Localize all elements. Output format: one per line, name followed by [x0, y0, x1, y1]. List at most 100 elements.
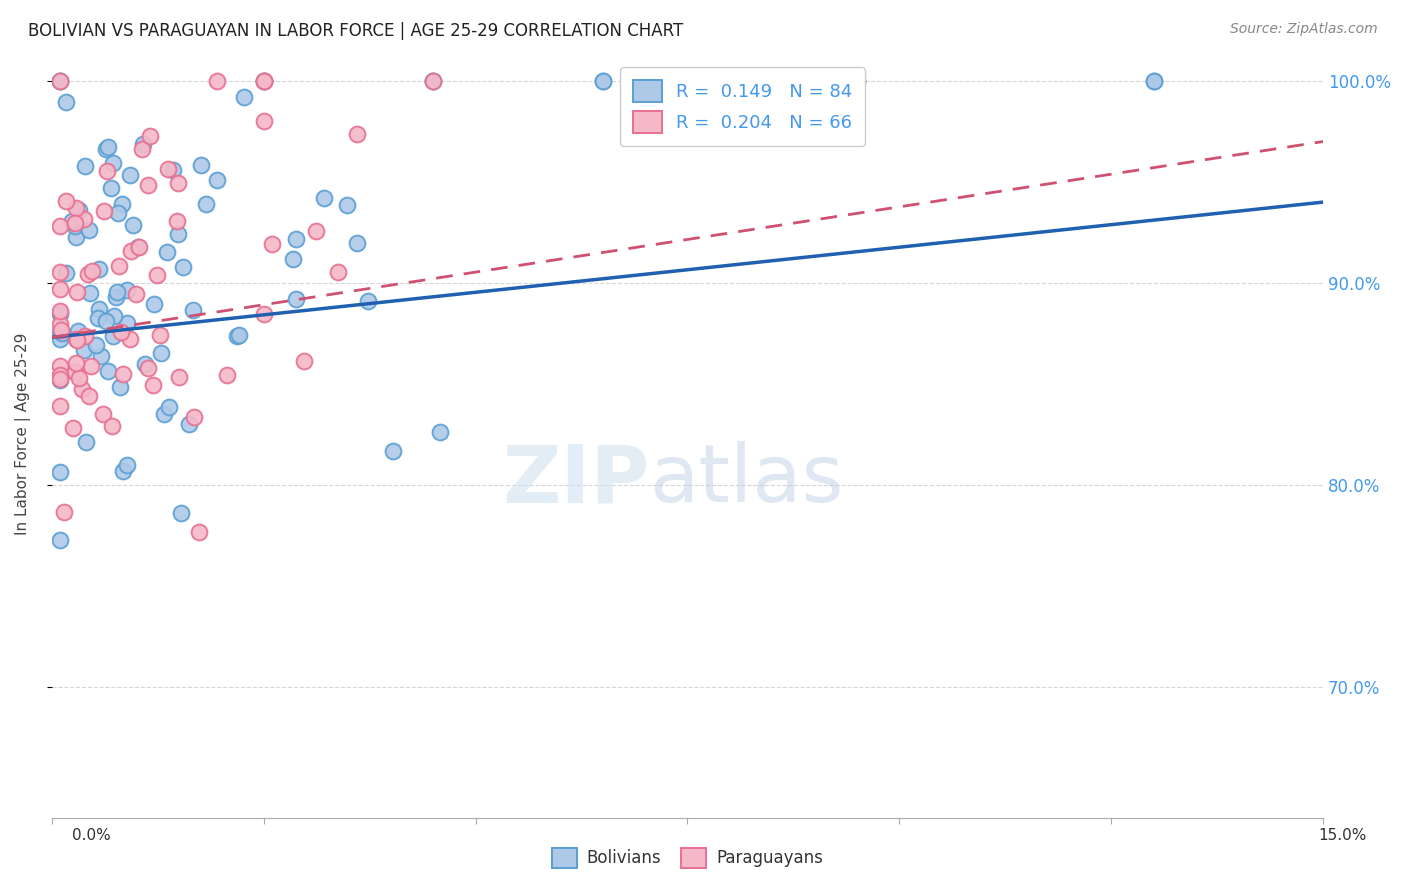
Point [142, 378, 165, 392]
Point [49, 318, 72, 332]
Point [252, 114, 274, 128]
Point [169, 369, 191, 384]
Point [49, 304, 72, 318]
Point [97, 364, 120, 378]
Text: 0.0%: 0.0% [72, 828, 111, 843]
Point [346, 235, 368, 250]
Point [157, 401, 180, 415]
Point [149, 345, 172, 359]
Text: ZIP: ZIP [502, 442, 650, 519]
Point [55, 194, 77, 208]
Point [217, 368, 239, 382]
Point [138, 361, 160, 376]
Point [49, 74, 72, 88]
Point [253, 307, 276, 321]
Point [131, 142, 153, 156]
Point [846, 74, 869, 88]
Point [156, 245, 179, 260]
Point [157, 162, 180, 177]
Point [75, 329, 97, 343]
Point [49, 219, 72, 234]
Point [143, 297, 166, 311]
Point [67, 202, 90, 217]
Point [51, 326, 73, 341]
Point [97, 140, 120, 154]
Text: 15.0%: 15.0% [1319, 828, 1367, 843]
Point [312, 191, 335, 205]
Point [87, 311, 110, 326]
Point [357, 294, 380, 309]
Point [100, 181, 122, 195]
Point [49, 399, 72, 413]
Point [65, 201, 87, 215]
Point [592, 74, 614, 88]
Point [49, 282, 72, 296]
Point [67, 324, 90, 338]
Point [422, 74, 444, 88]
Point [117, 283, 139, 297]
Point [101, 329, 124, 343]
Point [84, 338, 107, 352]
Point [846, 74, 869, 88]
Point [170, 506, 193, 520]
Point [67, 371, 90, 385]
Point [104, 290, 127, 304]
Point [65, 230, 87, 244]
Point [91, 407, 114, 421]
Point [94, 142, 117, 156]
Point [336, 197, 359, 211]
Point [232, 90, 254, 104]
Point [55, 266, 77, 280]
Point [49, 74, 72, 88]
Point [73, 159, 96, 173]
Point [65, 356, 87, 370]
Point [422, 74, 444, 88]
Point [101, 419, 124, 434]
Point [79, 286, 101, 301]
Point [63, 219, 86, 234]
Point [65, 334, 87, 348]
Point [205, 74, 228, 88]
Point [181, 303, 204, 318]
Point [49, 533, 72, 548]
Point [121, 218, 143, 232]
Y-axis label: In Labor Force | Age 25-29: In Labor Force | Age 25-29 [15, 333, 31, 535]
Point [134, 357, 156, 371]
Point [70, 382, 93, 396]
Point [105, 285, 128, 299]
Point [115, 458, 138, 472]
Point [183, 409, 205, 424]
Point [166, 214, 188, 228]
Point [262, 236, 284, 251]
Point [112, 367, 135, 381]
Point [49, 369, 72, 384]
Point [146, 268, 169, 283]
Point [49, 74, 72, 88]
Point [153, 407, 176, 421]
Text: Source: ZipAtlas.com: Source: ZipAtlas.com [1230, 22, 1378, 37]
Point [107, 206, 129, 220]
Point [120, 168, 142, 182]
Point [49, 368, 72, 382]
Point [284, 232, 307, 246]
Point [138, 178, 160, 192]
Point [305, 224, 328, 238]
Point [120, 332, 142, 346]
Point [80, 359, 103, 373]
Text: BOLIVIAN VS PARAGUAYAN IN LABOR FORCE | AGE 25-29 CORRELATION CHART: BOLIVIAN VS PARAGUAYAN IN LABOR FORCE | … [28, 22, 683, 40]
Point [72, 343, 94, 357]
Point [66, 285, 89, 299]
Point [108, 259, 131, 273]
Point [49, 265, 72, 279]
Point [127, 240, 149, 254]
Point [111, 464, 134, 478]
Point [96, 314, 118, 328]
Point [125, 287, 148, 301]
Point [1143, 74, 1166, 88]
Point [79, 223, 101, 237]
Point [63, 216, 86, 230]
Point [49, 465, 72, 479]
Point [49, 307, 72, 321]
Point [429, 425, 451, 439]
Point [49, 323, 72, 337]
